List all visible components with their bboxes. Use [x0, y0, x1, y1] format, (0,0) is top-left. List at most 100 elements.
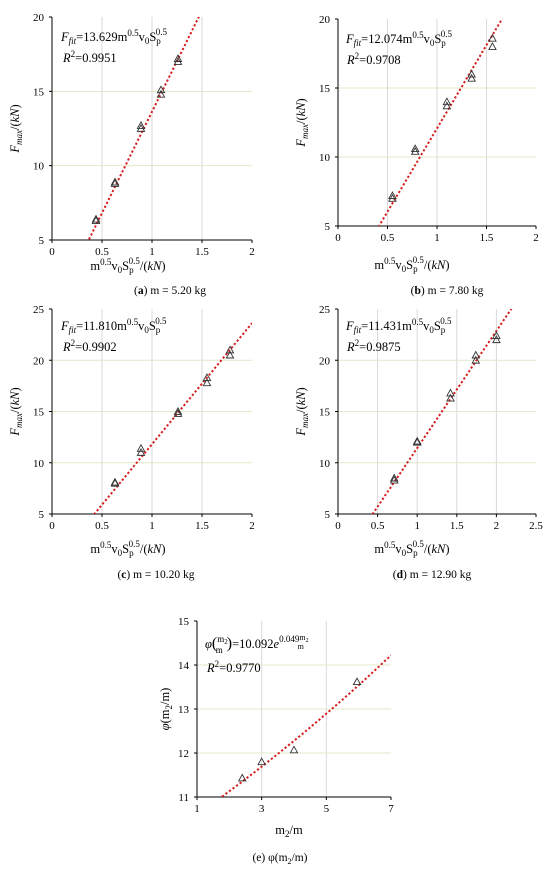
x-tick-label: 1.5	[450, 520, 464, 532]
x-tick-label: 3	[259, 803, 265, 815]
y-tick-label: 10	[319, 458, 331, 470]
x-tick-label: 0.5	[95, 246, 109, 258]
x-tick-label: 1.5	[195, 520, 209, 532]
y-tick-label: 20	[33, 12, 45, 24]
fit-line	[93, 322, 252, 514]
data-point	[110, 177, 120, 186]
r-squared: R2=0.9951	[62, 49, 117, 65]
y-tick-label: 14	[178, 660, 190, 672]
y-tick-label: 20	[319, 14, 331, 26]
data-point	[412, 437, 422, 446]
x-tick-label: 0.5	[95, 520, 109, 532]
x-tick-label: 0.5	[381, 232, 395, 244]
x-tick-label: 1	[194, 803, 200, 815]
x-tick-label: 1.5	[480, 232, 494, 244]
data-point	[389, 475, 399, 484]
y-axis-label: φ(m2/m)	[158, 688, 174, 731]
fit-equation: φ(m2 m)=10.092e0.049m2 m	[205, 633, 309, 655]
data-point	[289, 745, 299, 754]
data-point	[173, 54, 183, 62]
data-point	[136, 443, 146, 452]
data-point	[389, 473, 399, 482]
y-tick-label: 13	[178, 704, 190, 716]
x-tick-label: 1	[149, 520, 155, 532]
data-point	[446, 393, 455, 402]
data-point	[225, 345, 235, 354]
y-tick-label: 10	[33, 458, 45, 470]
data-point	[446, 388, 455, 397]
data-point	[257, 757, 267, 766]
data-point	[136, 121, 146, 129]
data-point	[471, 350, 481, 359]
x-tick-label: 2	[494, 520, 500, 532]
data-point	[173, 409, 183, 417]
data-point	[410, 144, 420, 153]
y-tick-label: 5	[39, 235, 45, 247]
chart-panel-b: 0 0.5 1 1.5 2 5 10 15 20 Ffit=12.074m0.5v0Sp0.5 R2…	[294, 14, 539, 297]
y-tick-label: 5	[325, 509, 331, 521]
r-squared: R2=0.9770	[206, 659, 261, 675]
r-squared: R2=0.9708	[346, 51, 401, 67]
fit-line	[87, 17, 200, 240]
data-point	[352, 677, 362, 686]
y-axis-label: Fmax/(kN)	[8, 387, 24, 436]
panel-caption: (b) m = 7.80 kg	[411, 285, 484, 297]
data-point	[471, 355, 481, 364]
y-axis-label: Fmax/(kN)	[294, 387, 310, 436]
data-point	[388, 191, 397, 199]
data-point	[202, 378, 212, 387]
fit-line	[377, 19, 504, 226]
panel-caption: (c) m = 10.20 kg	[117, 569, 194, 581]
chart-panel-a: 0 0.5 1 1.5 2 5 10 15 20 Ffit=13.629m0.5v0Sp0.5 R2…	[8, 12, 255, 297]
data-point	[467, 73, 477, 82]
data-point	[388, 193, 397, 202]
fit-line	[219, 654, 391, 797]
data-point	[202, 373, 212, 382]
y-tick-label: 25	[33, 304, 45, 316]
y-axis-label: Fmax/(kN)	[8, 104, 24, 153]
fit-equation: Ffit=11.810m0.5v0Sp0.5	[60, 316, 167, 335]
x-tick-label: 0	[49, 246, 55, 258]
y-axis-label: Fmax/(kN)	[294, 98, 310, 147]
y-tick-label: 15	[178, 616, 190, 628]
chart-panel-c: 0 0.5 1 1.5 2510152025Ffit=11.810m0.5v0Sp0.5…	[8, 304, 255, 581]
x-axis-label: m0.5v0Sp0.5/(kN)	[90, 256, 165, 275]
y-tick-label: 5	[39, 509, 45, 521]
x-tick-label: 0	[49, 520, 55, 532]
y-tick-label: 20	[33, 355, 45, 367]
x-tick-label: 2	[249, 246, 255, 258]
data-point	[156, 85, 166, 94]
x-tick-label: 5	[324, 803, 330, 815]
data-point	[442, 97, 452, 106]
data-point	[488, 42, 497, 50]
x-tick-label: 0.5	[371, 520, 385, 532]
y-tick-label: 15	[33, 86, 45, 98]
y-tick-label: 11	[178, 792, 189, 804]
data-point	[225, 350, 235, 359]
r-squared: R2=0.9902	[62, 338, 117, 354]
fit-equation: Ffit=13.629m0.5v0Sp0.5	[60, 27, 168, 46]
y-tick-label: 20	[319, 355, 331, 367]
y-tick-label: 15	[319, 83, 331, 95]
x-tick-label: 1	[434, 232, 440, 244]
data-point	[110, 477, 120, 486]
x-axis-label: m0.5v0Sp0.5/(kN)	[374, 539, 449, 558]
x-tick-label: 0	[335, 520, 341, 532]
data-point	[488, 33, 497, 42]
chart-panel-d: 0 0.5 1 1.5 2 2.5 5 10 15 20 25 Ffit=11.431m0.5v0Sp…	[294, 304, 543, 581]
x-tick-label: 2	[533, 232, 539, 244]
x-tick-label: 1	[414, 520, 420, 532]
data-point	[110, 178, 120, 187]
fit-equation: Ffit=11.431m0.5v0Sp0.5	[345, 316, 452, 335]
y-tick-label: 10	[319, 152, 331, 164]
data-point	[412, 436, 422, 445]
y-tick-label: 10	[33, 161, 45, 173]
data-point	[156, 89, 166, 98]
x-tick-label: 0	[335, 232, 341, 244]
x-tick-label: 7	[388, 803, 394, 815]
data-point	[91, 214, 101, 223]
x-tick-label: 1.5	[195, 246, 209, 258]
fit-line	[371, 309, 513, 514]
data-point	[492, 331, 501, 339]
